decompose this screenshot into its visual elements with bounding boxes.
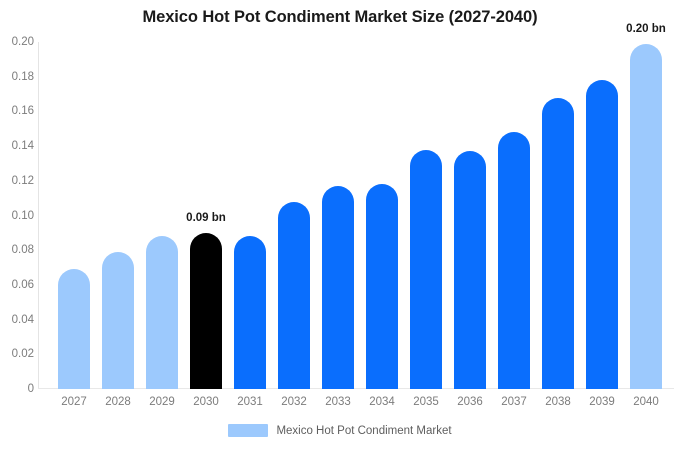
bar-slot [492, 42, 536, 389]
bar-slot [448, 42, 492, 389]
legend-item-label: Mexico Hot Pot Condiment Market [276, 424, 452, 437]
y-axis-tick-label: 0 [27, 383, 34, 395]
bar-2039[interactable] [586, 80, 618, 389]
x-axis-tick-label: 2035 [413, 396, 439, 408]
y-axis-line [38, 42, 39, 389]
bar-slot [140, 42, 184, 389]
chart-legend: Mexico Hot Pot Condiment Market [0, 424, 680, 437]
bar-2038[interactable] [542, 97, 574, 389]
x-axis-tick-label: 2028 [105, 396, 131, 408]
bar-slot [360, 42, 404, 389]
x-axis-tick-label: 2038 [545, 396, 571, 408]
plot-area: 0.09 bn 0.20 bn [38, 23, 674, 389]
x-axis-tick-label: 2036 [457, 396, 483, 408]
y-axis-tick-label: 0.18 [11, 70, 34, 83]
x-axis-tick-label: 2029 [149, 396, 175, 408]
bar-slot: 0.09 bn [184, 42, 228, 389]
x-axis-tick-label: 2034 [369, 396, 395, 408]
bar-slot [52, 42, 96, 389]
bar-2034[interactable] [366, 184, 398, 389]
bar-slot [96, 42, 140, 389]
bar-slot [536, 42, 580, 389]
bar-2037[interactable] [498, 132, 530, 389]
chart-title: Mexico Hot Pot Condiment Market Size (20… [142, 8, 538, 26]
bar-2032[interactable] [278, 201, 310, 389]
bar-slot [316, 42, 360, 389]
y-axis-tick-label: 0.12 [11, 174, 34, 187]
bar-slot [228, 42, 272, 389]
y-axis-tick-label: 0.04 [11, 313, 34, 326]
y-axis-tick-label: 0.14 [11, 140, 34, 153]
x-axis-tick-label: 2031 [237, 396, 263, 408]
x-axis-tick-label: 2032 [281, 396, 307, 408]
bar-slot [272, 42, 316, 389]
y-axis-tick-label: 0.20 [11, 36, 34, 48]
legend-item[interactable]: Mexico Hot Pot Condiment Market [228, 424, 452, 437]
x-axis-tick-label: 2039 [589, 396, 615, 408]
legend-swatch-icon [228, 424, 269, 437]
y-axis-tick-label: 0.08 [11, 244, 34, 257]
y-axis-tick-label: 0.02 [11, 348, 34, 361]
x-axis-tick-label: 2027 [61, 396, 87, 408]
y-axis-tick-label: 0.16 [11, 105, 34, 118]
x-axis-tick-label: 2033 [325, 396, 351, 408]
bar-slot [580, 42, 624, 389]
bar-2030[interactable] [190, 232, 222, 389]
x-axis-tick-label: 2037 [501, 396, 527, 408]
bar-2036[interactable] [454, 151, 486, 389]
bar-2035[interactable] [410, 149, 442, 389]
bar-2040[interactable] [630, 43, 662, 389]
bar-2028[interactable] [102, 251, 134, 389]
x-axis-line [38, 388, 674, 389]
y-axis-tick-label: 0.06 [11, 278, 34, 291]
bar-2031[interactable] [234, 236, 266, 389]
bars-layer: 0.09 bn 0.20 bn [38, 23, 674, 389]
y-axis-tick-label: 0.10 [11, 209, 34, 222]
bar-2027[interactable] [58, 269, 90, 389]
x-axis-tick-label: 2030 [193, 396, 219, 408]
bar-value-label: 0.09 bn [186, 211, 226, 224]
bar-slot: 0.20 bn [624, 23, 668, 389]
bar-value-label: 0.20 bn [626, 22, 666, 35]
x-axis-tick-label: 2040 [633, 396, 659, 408]
bar-slot [404, 42, 448, 389]
bar-2033[interactable] [322, 186, 354, 389]
bar-2029[interactable] [146, 236, 178, 389]
